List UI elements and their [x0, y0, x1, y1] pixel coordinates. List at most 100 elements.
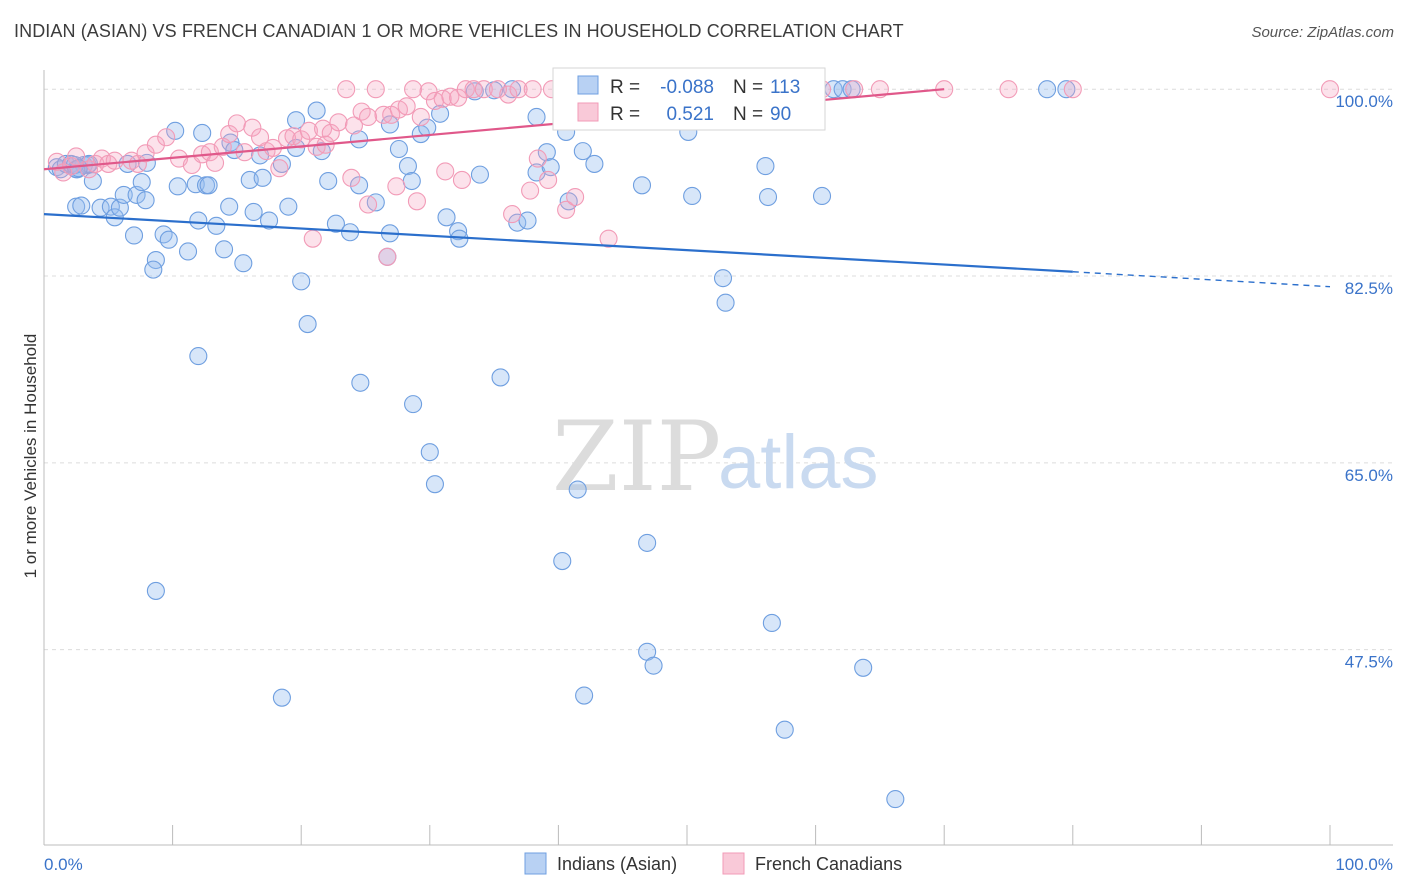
chart-source: Source: ZipAtlas.com: [1251, 24, 1394, 41]
point-s0-114: [762, 613, 781, 633]
point-s0-110: [425, 475, 444, 494]
point-s0-71: [437, 208, 456, 227]
point-s0-56: [319, 171, 338, 191]
point-s1-84: [342, 168, 361, 187]
point-s0-50: [287, 111, 306, 130]
series-legend-label-indians: Indians (Asian): [557, 854, 677, 874]
legend-n-value-1: 113: [770, 77, 800, 98]
point-s1-89: [378, 247, 397, 266]
point-s1-36: [337, 80, 356, 99]
point-s0-117: [644, 656, 663, 675]
legend-r-value-1: -0.088: [660, 77, 714, 98]
point-s1-71: [845, 80, 864, 99]
point-s0-90: [632, 176, 652, 195]
point-s1-76: [1320, 80, 1340, 99]
point-s1-37: [344, 116, 363, 135]
point-s0-116: [854, 658, 873, 677]
point-s1-21: [227, 114, 246, 133]
point-s0-33: [189, 211, 208, 230]
point-s0-107: [351, 373, 370, 392]
point-s1-56: [499, 85, 518, 104]
point-s0-31: [178, 242, 198, 261]
point-s0-121: [568, 480, 587, 499]
point-s0-120: [886, 790, 905, 809]
point-s1-82: [359, 195, 378, 214]
point-s1-91: [566, 187, 585, 207]
point-s0-30: [166, 121, 185, 140]
point-s0-103: [1038, 80, 1057, 99]
point-s1-18: [205, 153, 225, 172]
x-tick-label-min: 0.0%: [44, 855, 83, 874]
y-tick-label-3: 100.0%: [1335, 92, 1393, 111]
point-s0-115: [775, 720, 794, 739]
trend-line-s0: [43, 213, 1073, 273]
point-s0-49: [279, 197, 298, 216]
axes: [43, 70, 1393, 846]
point-s1-85: [303, 229, 322, 248]
point-s1-12: [146, 135, 165, 154]
point-s0-63: [350, 130, 369, 149]
legend-r-value-2: 0.521: [666, 104, 714, 125]
series-legend-swatch-indians: [524, 852, 547, 875]
point-s0-22: [124, 226, 144, 245]
point-s0-106: [189, 347, 208, 366]
point-s0-112: [553, 551, 572, 571]
point-s1-3: [67, 147, 86, 166]
point-s0-111: [638, 533, 657, 552]
point-s0-64: [380, 115, 399, 134]
point-s0-87: [585, 154, 604, 173]
point-s0-46: [253, 168, 272, 187]
point-s1-40: [366, 80, 385, 99]
point-s1-57: [509, 80, 528, 99]
legend-n-label-1: N =: [733, 77, 763, 98]
trend-extension-s0: [1072, 271, 1331, 288]
point-s0-67: [402, 171, 421, 191]
y-tick-label-1: 65.0%: [1345, 466, 1393, 485]
legend-n-label-2: N =: [733, 104, 763, 125]
point-s1-78: [407, 192, 426, 211]
point-s0-44: [244, 202, 263, 222]
point-s0-123: [491, 368, 510, 387]
point-s1-80: [436, 162, 455, 181]
point-s0-20: [137, 153, 156, 172]
point-s1-86: [599, 229, 618, 248]
legend-r-label-2: R =: [610, 104, 640, 125]
series-legend-swatch-french: [722, 852, 745, 875]
point-s0-54: [307, 101, 326, 120]
point-s1-13: [157, 128, 176, 147]
point-s0-75: [470, 165, 490, 184]
point-s1-90: [557, 200, 576, 219]
legend-n-value-2: 90: [770, 104, 791, 125]
scatter-points: [47, 80, 1340, 809]
point-s0-108: [404, 395, 423, 414]
point-s0-39: [220, 197, 239, 216]
point-s1-47: [419, 82, 438, 101]
point-s1-54: [474, 80, 493, 99]
point-s0-24: [136, 191, 155, 210]
point-s0-80: [527, 107, 546, 127]
point-s0-118: [146, 581, 165, 600]
y-tick-label-2: 82.5%: [1345, 279, 1393, 298]
point-s0-26: [144, 260, 163, 279]
point-s0-57: [326, 214, 345, 233]
point-s1-35: [329, 113, 348, 132]
point-s1-45: [404, 80, 423, 99]
y-tick-labels: 47.5% 65.0% 82.5% 100.0%: [1335, 92, 1393, 671]
point-s0-105: [716, 293, 735, 312]
point-s1-44: [397, 97, 416, 116]
point-s0-29: [168, 177, 187, 196]
point-s1-92: [521, 181, 540, 200]
point-s0-109: [420, 443, 439, 462]
point-s0-96: [756, 157, 775, 176]
point-s1-50: [441, 87, 460, 106]
y-axis-title: 1 or more Vehicles in Household: [21, 334, 40, 579]
point-s0-28: [159, 230, 178, 249]
point-s0-53: [298, 315, 317, 334]
point-s1-23: [243, 118, 262, 137]
point-s0-92: [683, 186, 702, 206]
point-s0-82: [537, 143, 556, 162]
point-s1-74: [999, 80, 1018, 99]
point-s0-72: [449, 222, 468, 241]
point-s0-18: [114, 185, 133, 204]
point-s0-36: [199, 176, 218, 195]
